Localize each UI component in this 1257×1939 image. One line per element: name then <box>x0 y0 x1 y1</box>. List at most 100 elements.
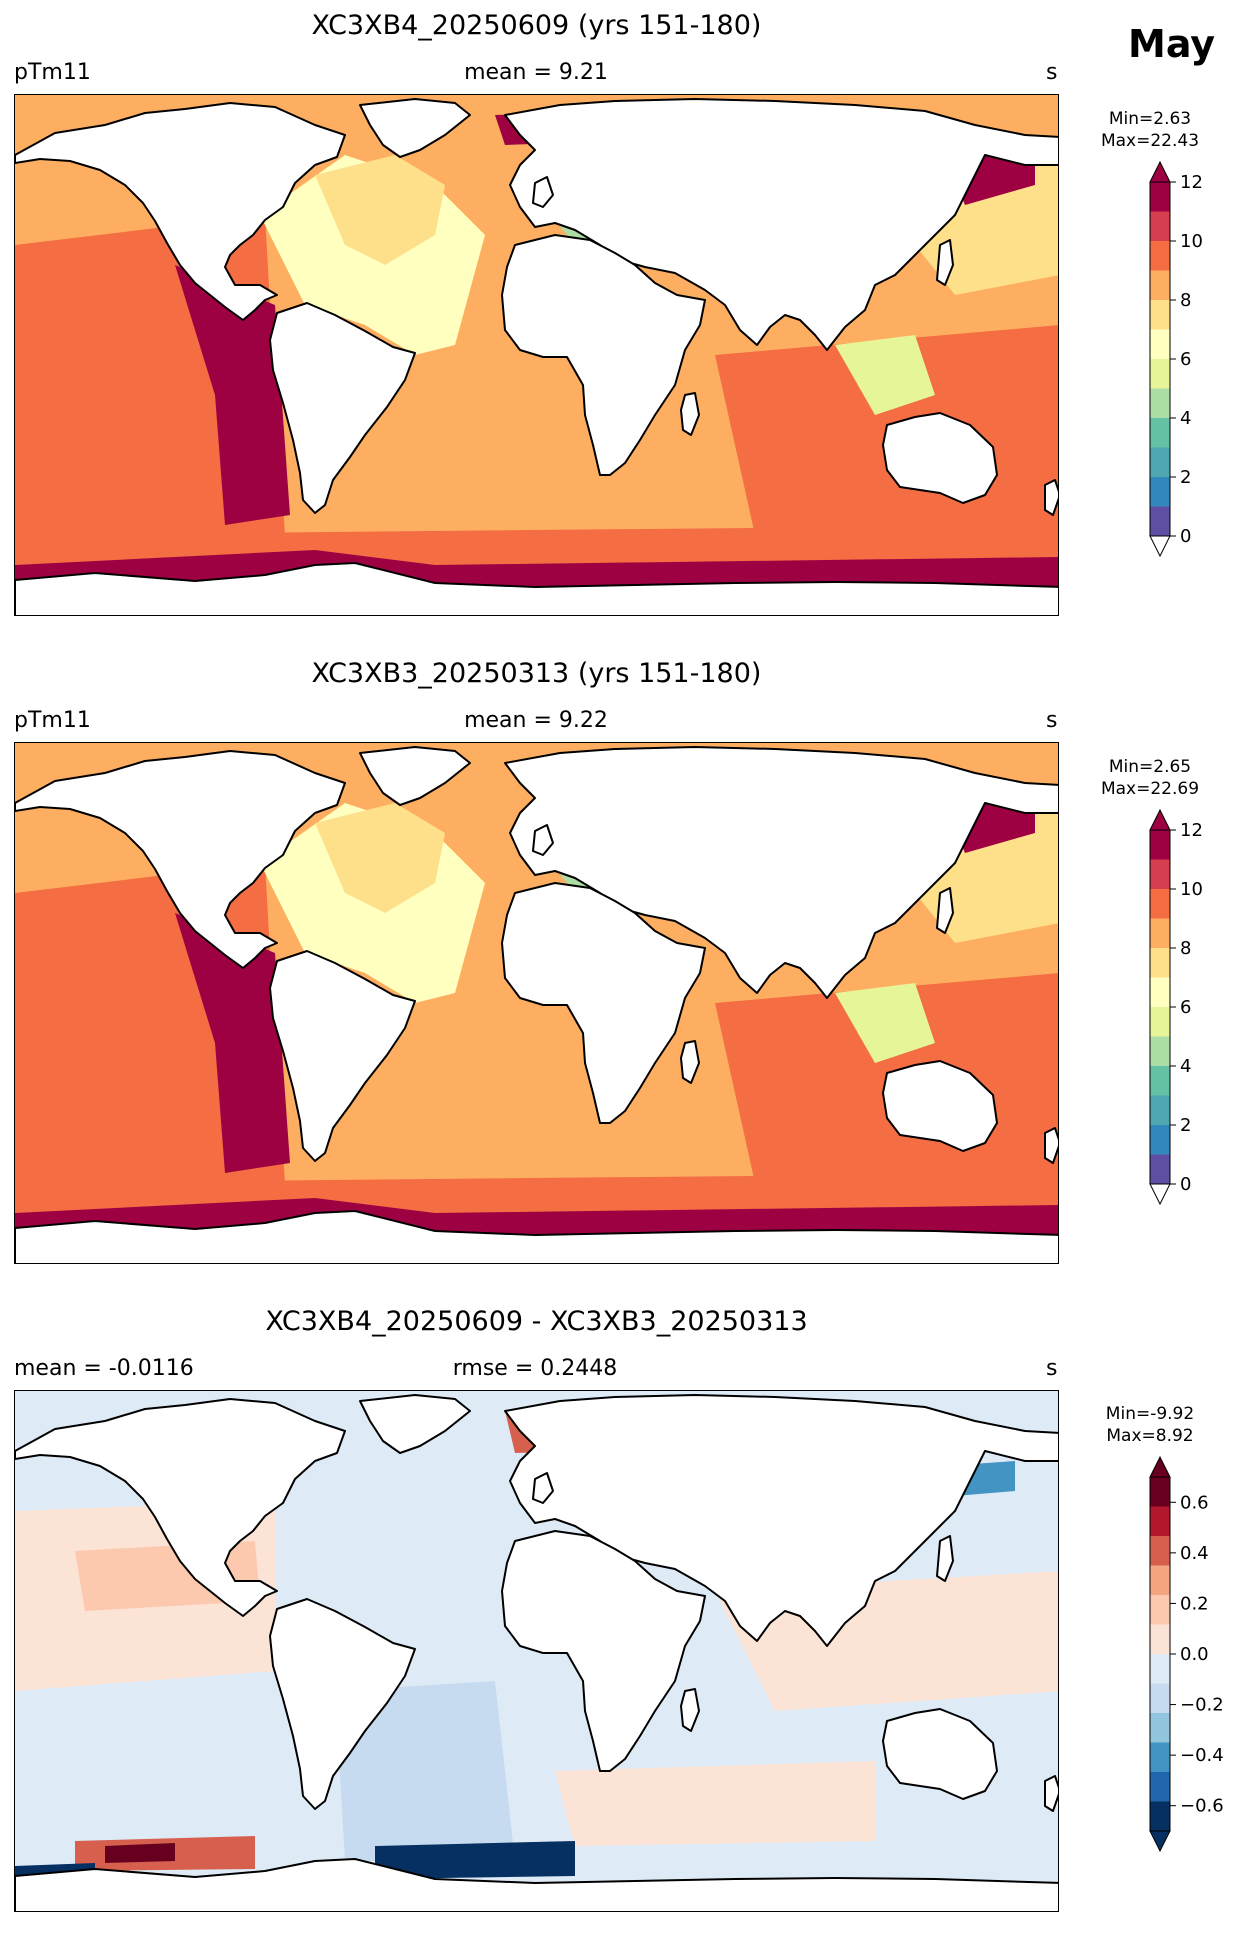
colorbar-segment <box>1150 1536 1170 1566</box>
colorbar-tick-label: 6 <box>1180 997 1191 1018</box>
colorbar-tick-label: 10 <box>1180 231 1203 252</box>
panel-1-map <box>14 94 1059 616</box>
panel-1-field <box>15 95 1058 615</box>
colorbar-segment <box>1150 859 1170 889</box>
colorbar-segment <box>1150 182 1170 212</box>
land-greenland <box>359 98 471 158</box>
colorbar-segment <box>1150 388 1170 418</box>
land-nz <box>1044 1127 1058 1164</box>
colorbar-segment <box>1150 418 1170 448</box>
colorbar-segment <box>1150 1742 1170 1772</box>
land-australia <box>882 412 998 504</box>
colorbar-tick-label: 0.6 <box>1180 1492 1209 1513</box>
colorbar-segment <box>1150 1095 1170 1125</box>
panel-2-colorbar: 0 2 4 6 8 10 12 <box>1149 808 1230 1210</box>
land-southAmerica <box>269 302 416 514</box>
land-africa <box>501 234 706 476</box>
panel-2-max-text: Max=22.69 <box>1100 779 1200 799</box>
colorbar-segment <box>1150 1624 1170 1654</box>
land-eurasia <box>504 98 1058 351</box>
colorbar-tick-label: −0.4 <box>1180 1745 1224 1766</box>
colorbar-3: −0.6 −0.4 −0.2 0.0 0.2 0.4 0.6 <box>1149 1455 1224 1853</box>
colorbar-segment <box>1150 1036 1170 1066</box>
colorbar-segment <box>1150 1683 1170 1713</box>
colorbar-segment <box>1150 1713 1170 1743</box>
colorbar-segment <box>1150 477 1170 507</box>
colorbar-segment <box>1150 270 1170 300</box>
colorbar-segment <box>1150 830 1170 860</box>
land-uk <box>532 176 554 208</box>
land-nz <box>1044 1775 1058 1812</box>
panel-3-mean-label: mean = -0.0116 <box>14 1356 194 1381</box>
land-africa <box>501 882 706 1124</box>
month-label: May <box>1128 22 1216 66</box>
colorbar-tick-label: 8 <box>1180 290 1191 311</box>
colorbar-tick-label: 4 <box>1180 1056 1191 1077</box>
colorbar-min-arrow <box>1149 1183 1171 1206</box>
colorbar-segment <box>1150 1506 1170 1536</box>
colorbar-segment <box>1150 329 1170 359</box>
panel-3-rmse-label: rmse = 0.2448 <box>452 1356 618 1381</box>
panel-1-units-label: s <box>1046 60 1058 85</box>
colorbar-segment <box>1150 1565 1170 1595</box>
colorbar-tick-label: 2 <box>1180 467 1191 488</box>
panel-1-min-text: Min=2.63 <box>1108 109 1192 129</box>
land-greenland <box>359 1394 471 1454</box>
panel-2-min-text: Min=2.65 <box>1108 757 1192 777</box>
colorbar-tick-label: 12 <box>1180 820 1203 841</box>
land-uk <box>532 1472 554 1504</box>
land-eurasia <box>504 1394 1058 1647</box>
colorbar-segment <box>1150 948 1170 978</box>
panel-1-colorbar: 0 2 4 6 8 10 12 <box>1149 160 1230 562</box>
colorbar-tick-label: −0.6 <box>1180 1796 1224 1817</box>
land-nz <box>1044 479 1058 516</box>
land-northAmerica <box>15 1398 346 1617</box>
panel-1-title: XC3XB4_20250609 (yrs 151-180) <box>311 10 762 41</box>
colorbar-max-arrow <box>1149 160 1171 183</box>
colorbar-tick-label: −0.2 <box>1180 1695 1224 1716</box>
colorbar-segment <box>1150 447 1170 477</box>
colorbar-segment <box>1150 211 1170 241</box>
land-northAmerica <box>15 750 346 969</box>
colorbar-tick-label: 0.0 <box>1180 1644 1209 1665</box>
land-japan <box>936 1535 954 1582</box>
panel-2-map <box>14 742 1059 1264</box>
colorbar-2: 0 2 4 6 8 10 12 <box>1149 808 1203 1206</box>
land-antarctica <box>15 1858 1058 1911</box>
colorbar-segment <box>1150 241 1170 271</box>
colorbar-tick-label: 8 <box>1180 938 1191 959</box>
land-japan <box>936 887 954 934</box>
colorbar-max-arrow <box>1149 1455 1171 1478</box>
colorbar-min-arrow <box>1149 1830 1171 1853</box>
land-madagascar <box>680 1040 700 1084</box>
colorbar-segment <box>1150 1154 1170 1184</box>
panel-3-map <box>14 1390 1059 1912</box>
land-madagascar <box>680 392 700 436</box>
land-africa <box>501 1530 706 1772</box>
colorbar-tick-label: 0 <box>1180 1174 1191 1195</box>
panel-2-variable-label: pTm11 <box>14 708 91 733</box>
colorbar-max-arrow <box>1149 808 1171 831</box>
panel-2-units-label: s <box>1046 708 1058 733</box>
land-antarctica <box>15 562 1058 615</box>
colorbar-min-arrow <box>1149 535 1171 558</box>
land-southAmerica <box>269 1598 416 1810</box>
land-eurasia <box>504 746 1058 999</box>
panel-3-field <box>15 1391 1058 1911</box>
colorbar-1: 0 2 4 6 8 10 12 <box>1149 160 1203 558</box>
colorbar-segment <box>1150 506 1170 536</box>
panel-1-variable-label: pTm11 <box>14 60 91 85</box>
panel-3-colorbar: −0.6 −0.4 −0.2 0.0 0.2 0.4 0.6 <box>1149 1455 1230 1857</box>
land-greenland <box>359 746 471 806</box>
colorbar-tick-label: 2 <box>1180 1115 1191 1136</box>
land-japan <box>936 239 954 286</box>
colorbar-tick-label: 0.2 <box>1180 1593 1209 1614</box>
colorbar-segment <box>1150 1772 1170 1802</box>
colorbar-segment <box>1150 918 1170 948</box>
colorbar-tick-label: 6 <box>1180 349 1191 370</box>
colorbar-tick-label: 12 <box>1180 172 1203 193</box>
colorbar-tick-label: 10 <box>1180 879 1203 900</box>
colorbar-segment <box>1150 1595 1170 1625</box>
panel-1-mean-label: mean = 9.21 <box>464 60 608 85</box>
land-australia <box>882 1060 998 1152</box>
